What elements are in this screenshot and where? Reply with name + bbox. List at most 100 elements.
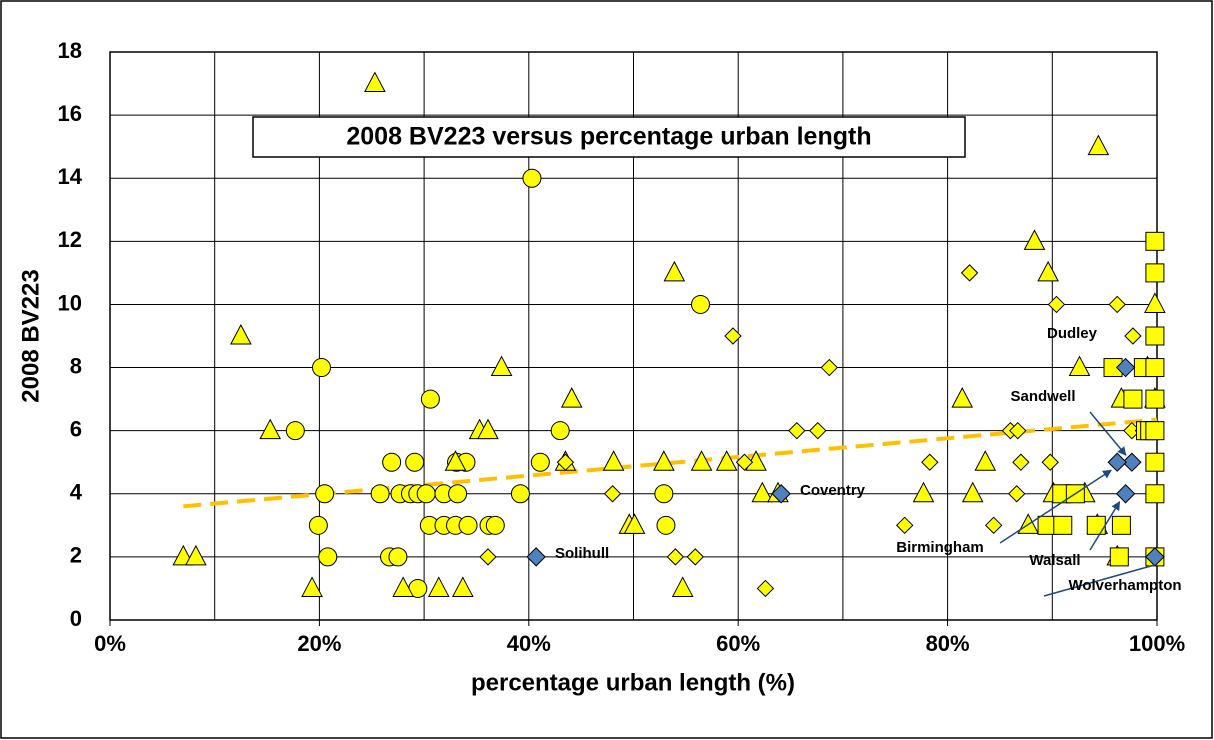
annotation-arrow — [1089, 501, 1121, 551]
title-box — [252, 116, 966, 158]
point — [663, 260, 686, 282]
point — [912, 481, 935, 503]
point — [364, 71, 386, 93]
point — [984, 516, 1003, 535]
point — [448, 484, 468, 504]
marks — [172, 71, 1166, 598]
point — [444, 450, 467, 471]
point-label: Solihull — [555, 545, 609, 562]
point — [458, 515, 478, 535]
point — [1047, 295, 1066, 314]
x-axis-label: percentage urban length (%) — [471, 669, 795, 696]
point — [751, 481, 774, 503]
point — [921, 453, 939, 471]
point — [1145, 326, 1165, 346]
point — [1108, 295, 1126, 314]
annotation-arrow — [1043, 564, 1156, 597]
point — [522, 168, 542, 188]
point — [686, 548, 704, 566]
point — [656, 515, 676, 535]
y-tick-label: 10 — [58, 290, 82, 315]
point — [452, 576, 474, 597]
point — [1115, 484, 1136, 504]
point — [259, 418, 282, 440]
point — [1115, 357, 1136, 378]
point — [690, 450, 713, 471]
point — [311, 358, 331, 378]
point — [1023, 229, 1046, 250]
point — [961, 481, 984, 503]
point — [1087, 134, 1110, 156]
point — [308, 515, 328, 535]
point — [623, 513, 646, 534]
point — [1145, 358, 1165, 378]
point — [1012, 453, 1030, 471]
point — [1068, 355, 1091, 377]
x-tick-label: 20% — [297, 631, 341, 656]
point — [735, 453, 754, 471]
point — [388, 547, 408, 567]
point — [951, 387, 974, 408]
point — [405, 452, 425, 472]
point — [1145, 547, 1165, 567]
y-tick-label: 18 — [58, 38, 82, 63]
point — [1053, 515, 1073, 535]
point — [510, 484, 530, 504]
point — [392, 576, 414, 597]
point — [1144, 292, 1166, 313]
annotation-arrow — [999, 469, 1112, 544]
point — [318, 547, 338, 567]
point — [550, 421, 570, 441]
point — [230, 323, 252, 345]
point — [1086, 515, 1106, 535]
point — [654, 484, 674, 504]
point — [1037, 260, 1059, 282]
x-tick-label: 80% — [926, 631, 970, 656]
point — [1122, 452, 1142, 472]
point — [1041, 453, 1059, 471]
point — [756, 579, 775, 598]
x-tick-label: 100% — [1129, 631, 1185, 656]
point — [1145, 484, 1165, 504]
point — [560, 387, 583, 408]
point — [820, 358, 838, 377]
point — [185, 544, 207, 566]
point — [666, 548, 685, 566]
point — [1111, 515, 1131, 535]
point — [315, 484, 335, 504]
point — [427, 576, 450, 597]
point — [420, 389, 440, 409]
point — [691, 294, 711, 314]
point — [960, 264, 979, 282]
y-tick-label: 2 — [70, 543, 82, 568]
point — [771, 484, 791, 504]
point — [477, 418, 499, 440]
point — [602, 450, 625, 471]
point — [1145, 389, 1165, 409]
point — [809, 421, 827, 440]
point — [653, 450, 675, 471]
point-label: Coventry — [800, 482, 866, 499]
point — [416, 484, 436, 504]
point — [1124, 327, 1142, 345]
x-tick-label: 60% — [716, 631, 760, 656]
point — [530, 452, 550, 472]
point — [479, 548, 497, 566]
point — [603, 485, 622, 503]
point — [1007, 485, 1026, 503]
y-axis-label: 2008 BV223 — [17, 269, 44, 402]
x-tick-label: 40% — [507, 631, 551, 656]
y-tick-label: 8 — [70, 353, 82, 378]
point — [788, 421, 806, 440]
y-tick-label: 12 — [58, 227, 82, 252]
point — [382, 452, 402, 472]
point — [1009, 421, 1027, 440]
point-label: Wolverhampton — [1068, 577, 1181, 594]
x-tick-label: 0% — [94, 631, 126, 656]
point — [974, 450, 997, 471]
point — [1109, 547, 1129, 567]
point-label: Birmingham — [896, 539, 984, 556]
point — [715, 450, 738, 471]
point — [301, 576, 323, 597]
